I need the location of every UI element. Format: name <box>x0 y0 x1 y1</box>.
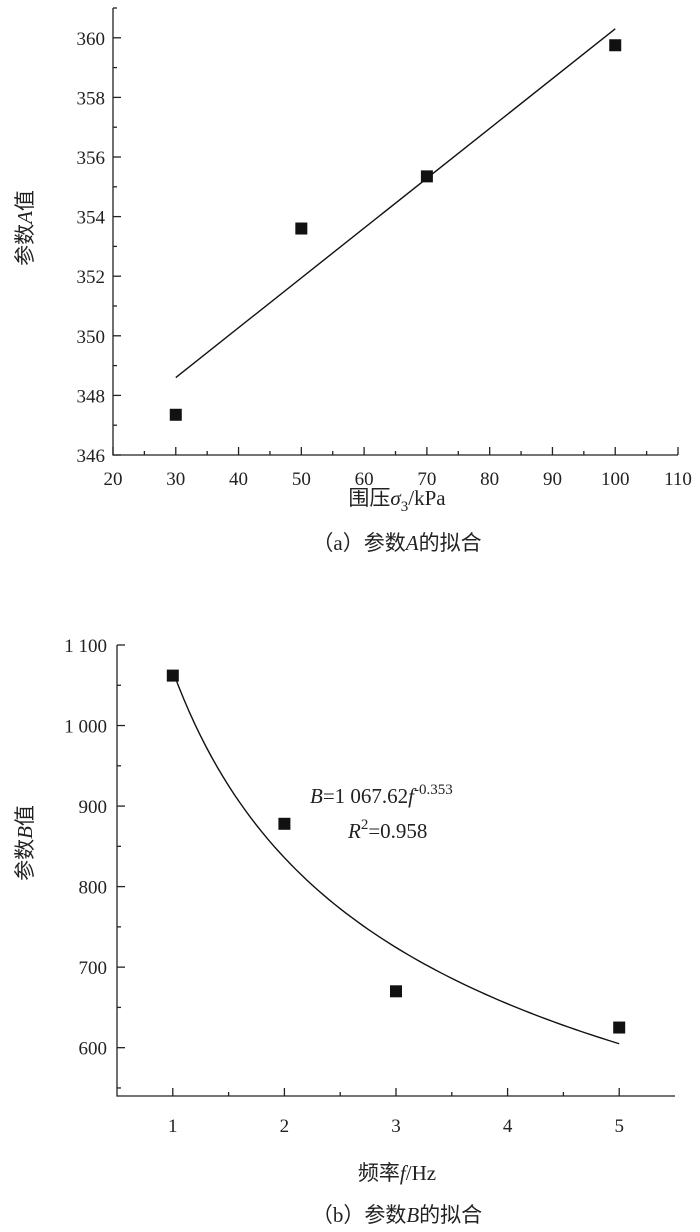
chart-b-r2: R2=0.958 <box>347 817 427 843</box>
chart-a-x-axis-label: 围压σ3/kPa <box>348 486 446 515</box>
chart-a-points <box>169 39 622 421</box>
chart-b-y-tick-label: 800 <box>79 878 108 899</box>
chart-a-x-tick-label: 60 <box>355 469 374 490</box>
chart-a-axes <box>112 8 678 456</box>
chart-b-ticks <box>117 644 620 1096</box>
chart-a-y-tick-label: 352 <box>77 267 106 288</box>
chart-a-x-tick-label: 20 <box>104 469 123 490</box>
chart-a-y-tick-label: 350 <box>77 327 106 348</box>
chart-a-x-tick-label: 100 <box>601 469 630 490</box>
chart-a-y-tick-label: 348 <box>77 386 106 407</box>
chart-a-x-tick-label: 70 <box>417 469 436 490</box>
chart-a-x-tick-label: 40 <box>229 469 248 490</box>
chart-b-y-tick-label: 600 <box>79 1039 108 1060</box>
chart-a-x-tick-labels: 20 30 40 50 60 70 80 90 100 110 <box>104 469 692 490</box>
chart-a-y-axis-label: 参数A值 <box>13 190 37 266</box>
chart-a-x-tick-label: 80 <box>480 469 499 490</box>
chart-a-fit-line <box>175 28 616 379</box>
chart-b-caption: （b）参数B的拟合 <box>312 1203 482 1227</box>
chart-b-x-tick-label: 4 <box>503 1116 513 1137</box>
chart-b-fit-curve <box>172 670 620 1045</box>
chart-b-y-tick-labels: 600 700 800 900 1 000 1 100 <box>64 636 107 1060</box>
chart-b-y-tick-label: 700 <box>79 958 108 979</box>
chart-b-point <box>278 817 291 830</box>
chart-b-point <box>166 669 179 682</box>
chart-b-y-axis-label: 参数B值 <box>13 805 37 881</box>
chart-b-x-tick-label: 1 <box>168 1116 178 1137</box>
chart-a-x-tick-label: 30 <box>166 469 185 490</box>
chart-a-caption: （a）参数A的拟合 <box>312 531 481 555</box>
chart-b-axes <box>116 645 675 1097</box>
chart-a-ticks <box>112 7 679 456</box>
chart-b-y-tick-label: 1 000 <box>64 717 107 738</box>
chart-a-x-tick-label: 110 <box>664 469 692 490</box>
chart-a-y-tick-label: 360 <box>77 29 106 50</box>
chart-b: 1 2 3 4 5 600 700 800 900 1 000 1 100 B=1 067.62f… <box>13 636 675 1227</box>
chart-a: 20 30 40 50 60 70 80 90 100 110 346 348 350 352 354 35… <box>13 7 692 555</box>
chart-a-x-tick-label: 90 <box>543 469 562 490</box>
chart-b-point <box>613 1021 626 1034</box>
chart-a-y-tick-label: 358 <box>77 88 106 109</box>
chart-b-point <box>390 985 402 998</box>
chart-b-x-axis-label: 频率f/Hz <box>358 1161 436 1185</box>
chart-b-x-tick-label: 5 <box>614 1116 624 1137</box>
chart-b-x-tick-label: 2 <box>280 1116 290 1137</box>
chart-b-x-tick-labels: 1 2 3 4 5 <box>168 1116 624 1137</box>
chart-a-y-tick-labels: 346 348 350 352 354 356 358 360 <box>77 29 106 467</box>
chart-b-y-tick-label: 900 <box>79 797 108 818</box>
chart-b-points <box>166 669 626 1034</box>
chart-a-y-tick-label: 346 <box>77 446 106 467</box>
chart-a-point <box>420 170 433 183</box>
chart-b-x-tick-label: 3 <box>391 1116 401 1137</box>
chart-a-y-tick-label: 354 <box>77 208 106 229</box>
chart-b-fit-equation: B=1 067.62f-0.353 <box>310 782 453 808</box>
chart-a-point <box>609 39 622 52</box>
chart-a-x-tick-label: 50 <box>292 469 311 490</box>
chart-a-fit-segment <box>175 28 616 379</box>
chart-a-point <box>295 222 308 235</box>
chart-a-point <box>169 408 182 421</box>
chart-b-y-tick-label: 1 100 <box>64 636 107 657</box>
chart-a-y-tick-label: 356 <box>77 148 106 169</box>
